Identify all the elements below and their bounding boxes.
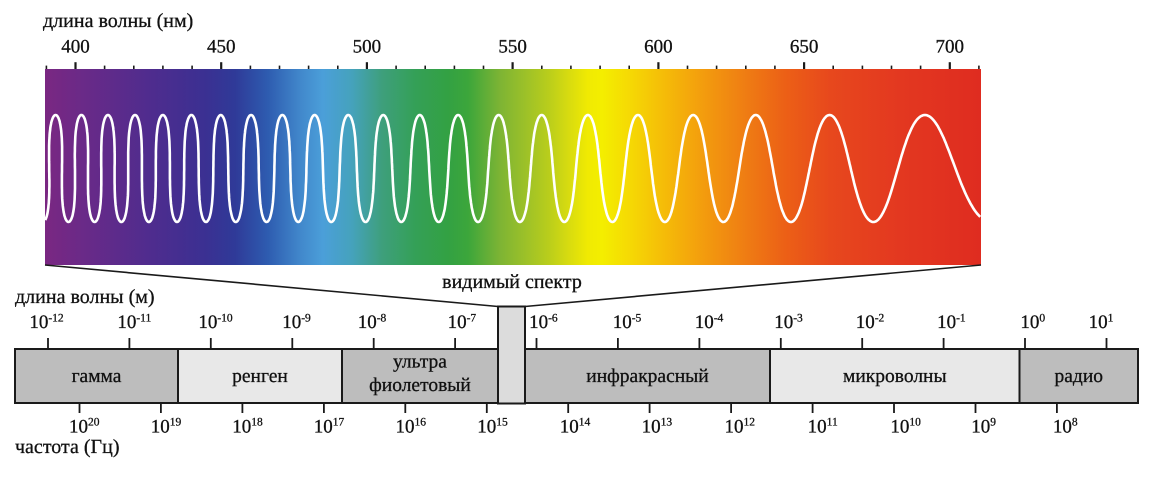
svg-text:частота (Гц): частота (Гц) [15,436,119,458]
svg-text:1017: 1017 [314,417,345,438]
svg-text:650: 650 [790,37,819,58]
svg-text:10-6: 10-6 [529,312,558,333]
svg-text:длина волны (м): длина волны (м) [15,286,155,308]
svg-text:1011: 1011 [808,417,838,438]
svg-text:длина волны (нм): длина волны (нм) [43,10,193,32]
svg-text:1013: 1013 [642,417,673,438]
svg-text:10-11: 10-11 [117,312,151,333]
svg-text:10-9: 10-9 [282,312,311,333]
svg-text:1014: 1014 [560,417,591,438]
svg-text:1010: 1010 [890,417,921,438]
svg-text:видимый спектр: видимый спектр [442,271,582,293]
svg-text:10-2: 10-2 [856,312,885,333]
svg-text:10-12: 10-12 [29,312,64,333]
svg-text:10-5: 10-5 [613,312,642,333]
svg-text:109: 109 [971,417,996,438]
svg-text:700: 700 [936,37,965,58]
svg-text:108: 108 [1053,417,1078,438]
svg-text:инфракрасный: инфракрасный [586,366,708,387]
svg-text:1020: 1020 [69,417,100,438]
svg-text:гамма: гамма [72,366,122,387]
svg-text:ренген: ренген [232,366,288,387]
svg-text:радио: радио [1055,366,1104,387]
svg-text:500: 500 [353,37,382,58]
svg-text:ультра: ультра [393,352,447,373]
svg-text:10-3: 10-3 [774,312,803,333]
svg-text:фиолетовый: фиолетовый [369,375,471,396]
svg-text:10-4: 10-4 [695,312,724,333]
svg-text:550: 550 [498,37,527,58]
svg-text:101: 101 [1089,312,1114,333]
svg-text:400: 400 [61,37,90,58]
svg-text:1019: 1019 [151,417,182,438]
svg-text:1016: 1016 [396,417,427,438]
svg-text:микроволны: микроволны [843,366,947,387]
svg-text:1018: 1018 [232,417,263,438]
svg-text:10-8: 10-8 [358,312,387,333]
svg-text:100: 100 [1020,312,1045,333]
svg-text:10-10: 10-10 [198,312,233,333]
svg-text:450: 450 [207,37,236,58]
svg-text:600: 600 [644,37,673,58]
svg-text:1015: 1015 [477,417,508,438]
svg-text:10-7: 10-7 [448,312,477,333]
svg-text:1012: 1012 [725,417,756,438]
svg-text:10-1: 10-1 [937,312,966,333]
